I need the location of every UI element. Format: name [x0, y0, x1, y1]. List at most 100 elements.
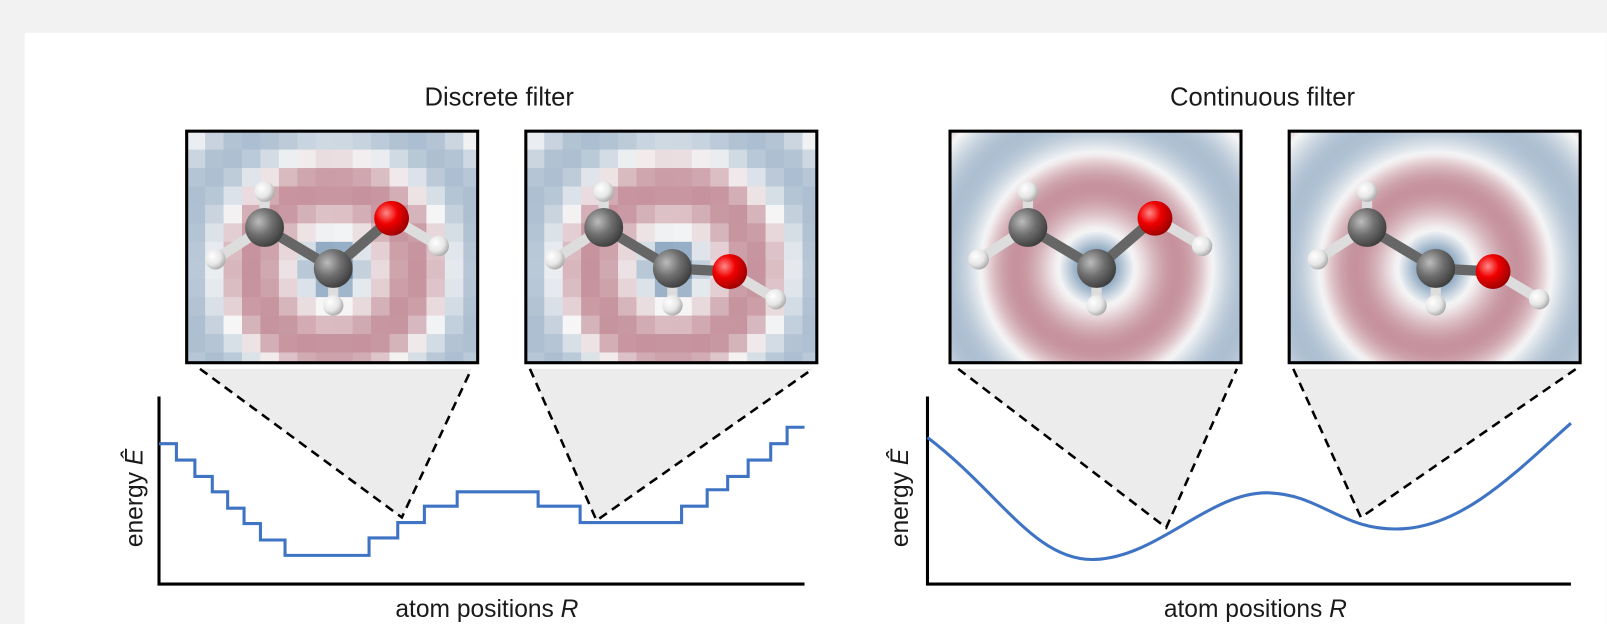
heatmap-cell: [691, 297, 711, 317]
heatmap-cell: [297, 204, 317, 224]
heatmap-cell: [618, 352, 637, 363]
heatmap-cell: [544, 204, 564, 224]
heatmap-cell: [444, 334, 464, 353]
heatmap-cell: [728, 315, 748, 335]
heatmap-cell: [710, 131, 730, 151]
heatmap-cell: [710, 315, 730, 335]
image-frame: [948, 129, 1243, 365]
y-label-text: energy: [122, 471, 149, 547]
heatmap-cell: [444, 223, 464, 243]
heatmap-cell: [784, 334, 803, 353]
heatmap-cell: [673, 186, 693, 206]
heatmap-cell: [297, 278, 317, 298]
heatmap-cell: [728, 186, 748, 206]
heatmap-cell: [710, 186, 730, 206]
heatmap-cell: [728, 352, 748, 363]
heatmap-cell: [599, 260, 619, 280]
heatmap-cell: [352, 297, 372, 317]
heatmap-cell: [260, 315, 280, 335]
heatmap-cell: [463, 168, 478, 187]
heatmap-cell: [784, 352, 803, 363]
heatmap-cell: [691, 334, 711, 353]
heatmap-cell: [802, 241, 817, 261]
heatmap-cell: [747, 297, 767, 317]
heatmap-cell: [315, 204, 335, 224]
heatmap-cell: [710, 297, 730, 317]
heatmap-cell: [407, 241, 427, 261]
heatmap-cell: [747, 204, 767, 224]
heatmap-cell: [297, 315, 317, 335]
heatmap-cell: [747, 260, 767, 280]
heatmap-cell: [463, 131, 478, 151]
heatmap-cell: [802, 131, 817, 151]
heatmap-cell: [278, 278, 298, 298]
heatmap-cell: [297, 334, 317, 353]
heatmap-cell: [525, 260, 545, 280]
heatmap-cell: [784, 131, 803, 151]
heatmap-cell: [278, 352, 298, 363]
heatmap-cell: [544, 186, 564, 206]
zoom-edge: [1292, 367, 1577, 520]
heatmap-cell: [426, 315, 446, 335]
heatmap-cell: [636, 204, 656, 224]
heatmap-cell: [525, 149, 545, 169]
heatmap-cell: [599, 149, 619, 169]
heatmap-cell: [654, 334, 674, 353]
heatmap-cell: [654, 204, 674, 224]
heatmap-cell: [444, 315, 464, 335]
heatmap-cell: [765, 223, 785, 243]
heatmap-cell: [463, 204, 478, 224]
heatmap-cell: [581, 315, 601, 335]
heatmap-cell: [765, 204, 785, 224]
heatmap-cell: [389, 352, 409, 363]
heatmap-cell: [463, 352, 478, 363]
zoom-cone: [1293, 368, 1577, 518]
heatmap-cell: [315, 168, 335, 187]
heatmap-cell: [525, 241, 545, 261]
heatmap-cell: [297, 168, 317, 187]
atom: [1307, 248, 1329, 270]
heatmap-cell: [673, 334, 693, 353]
heatmap-cell: [444, 204, 464, 224]
heatmap-cell: [673, 223, 693, 243]
heatmap-cell: [710, 149, 730, 169]
heatmap-cell: [389, 149, 409, 169]
heatmap-cell: [352, 168, 372, 187]
atom: [1356, 181, 1378, 202]
heatmap-cell: [389, 260, 409, 280]
heatmap-cell: [784, 186, 803, 206]
zoom-cone: [958, 368, 1237, 528]
heatmap-cell: [223, 334, 243, 353]
heatmap-cell: [765, 186, 785, 206]
heatmap-cell: [389, 334, 409, 353]
heatmap-cell: [691, 278, 711, 298]
heatmap-cell: [525, 131, 545, 151]
heatmap-cell: [562, 204, 582, 224]
heatmap-cell: [525, 352, 545, 363]
heatmap-cell: [463, 315, 478, 335]
heatmap-cell: [444, 297, 464, 317]
heatmap-cell: [278, 168, 298, 187]
atom: [1077, 248, 1117, 288]
heatmap-cell: [426, 204, 446, 224]
heatmap-cell: [186, 297, 206, 317]
heatmap-cell: [802, 168, 817, 187]
heatmap-cell: [544, 352, 564, 363]
x-axis-label: atom positions R: [395, 596, 578, 623]
heatmap-cell: [389, 168, 409, 187]
atom: [765, 288, 787, 310]
heatmap-cell: [297, 223, 317, 243]
atom: [1475, 254, 1511, 289]
heatmap-cell: [525, 297, 545, 317]
heatmap-cell: [426, 278, 446, 298]
heatmap-cell: [315, 334, 335, 353]
heatmap-cell: [463, 278, 478, 298]
atom: [712, 254, 748, 289]
heatmap-cell: [371, 168, 391, 187]
heatmap-cell: [654, 131, 674, 151]
heatmap-cell: [636, 131, 656, 151]
atom: [313, 248, 353, 288]
heatmap-cell: [747, 168, 767, 187]
heatmap-cell: [618, 297, 637, 317]
heatmap-cell: [186, 241, 206, 261]
